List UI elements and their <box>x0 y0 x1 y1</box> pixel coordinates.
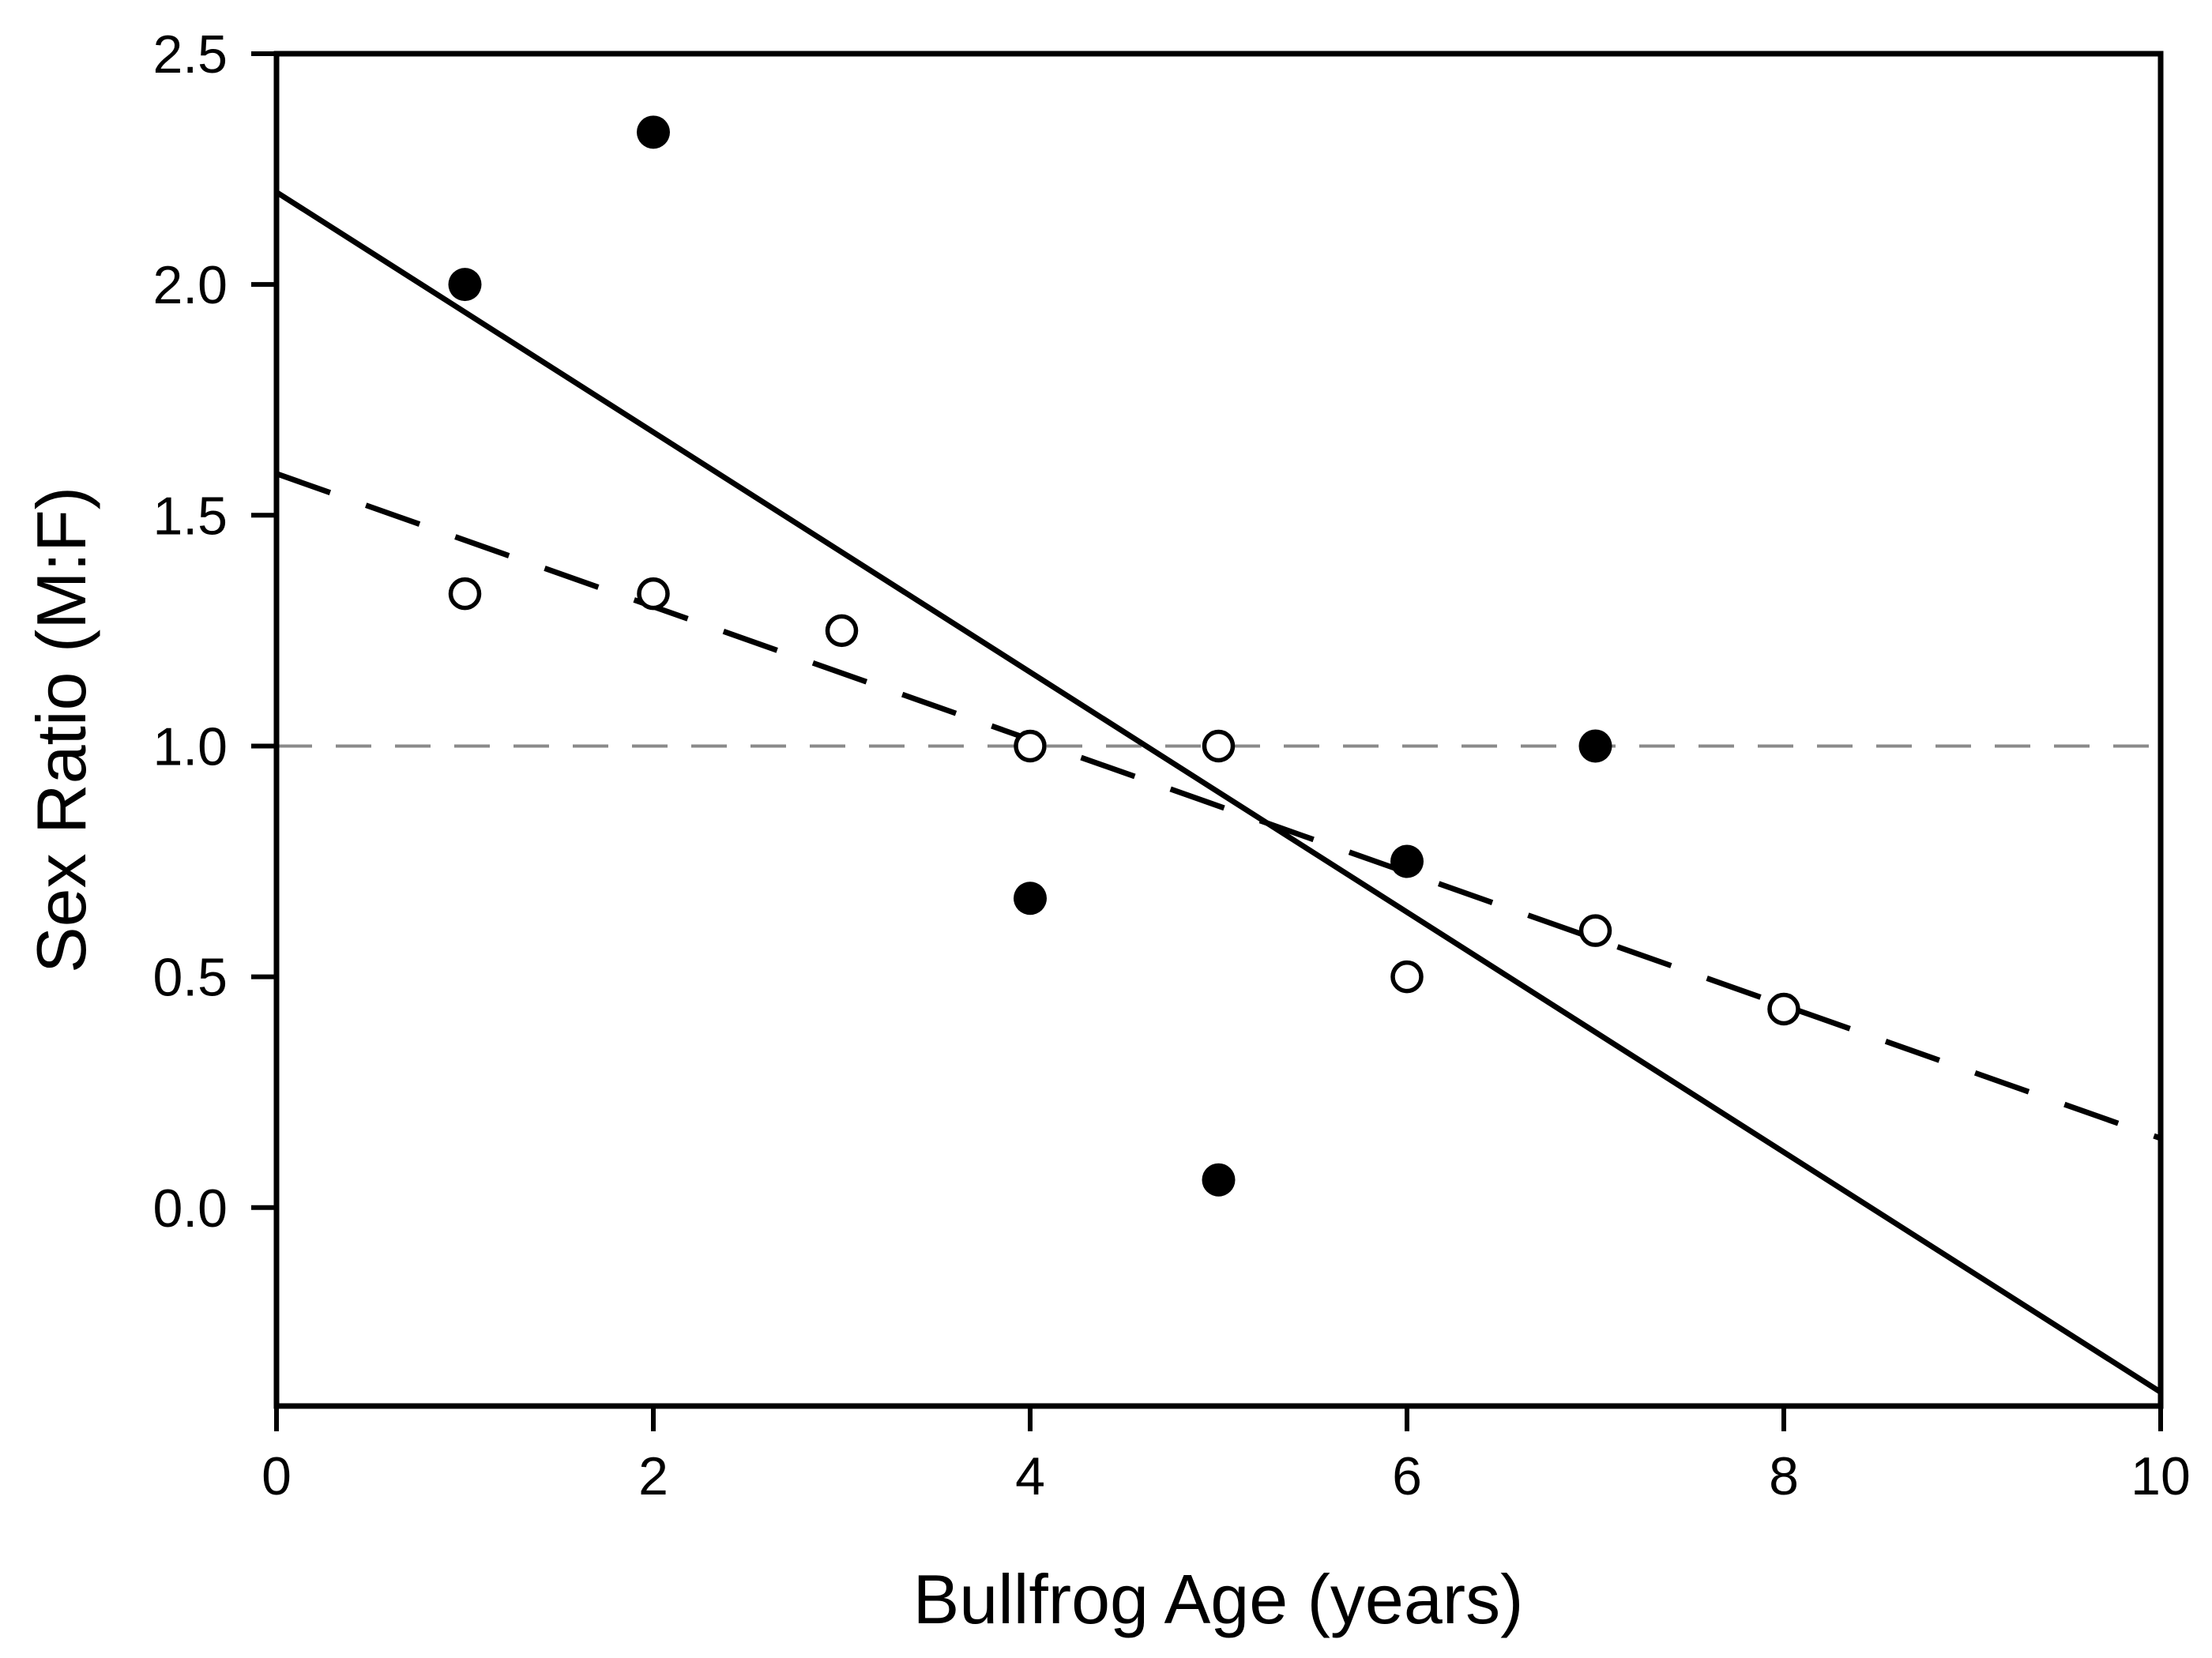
open-data-point <box>825 614 859 648</box>
x-tick-label: 6 <box>1392 1446 1422 1506</box>
open-data-point <box>448 577 482 611</box>
dashed-regression-line <box>275 471 2162 1141</box>
filled-data-point <box>1390 844 1424 878</box>
open-data-point <box>1390 960 1424 994</box>
open-data-point <box>1767 992 1800 1026</box>
y-tick-label: 2.0 <box>152 255 228 315</box>
y-axis-title: Sex Ratio (M:F) <box>22 487 100 973</box>
x-tick-label: 2 <box>638 1446 668 1506</box>
plot-border <box>273 51 2164 1409</box>
x-tick-label: 8 <box>1769 1446 1799 1506</box>
y-tick-label: 2.5 <box>152 24 228 85</box>
filled-data-point <box>1014 882 1047 915</box>
x-tick-label: 10 <box>2131 1446 2191 1506</box>
filled-data-point <box>448 268 482 302</box>
y-tick-label: 0.0 <box>152 1179 228 1239</box>
open-data-point <box>1202 729 1236 763</box>
open-data-point <box>637 577 670 611</box>
filled-data-point <box>1202 1163 1236 1197</box>
filled-data-point <box>1578 729 1612 763</box>
x-tick-label: 4 <box>1015 1446 1045 1506</box>
filled-data-point <box>637 115 670 149</box>
y-tick-label: 0.5 <box>152 948 228 1008</box>
open-data-point <box>1578 914 1612 947</box>
y-tick-label: 1.5 <box>152 486 228 546</box>
x-axis-title: Bullfrog Age (years) <box>913 1560 1524 1638</box>
open-data-point <box>1014 729 1047 763</box>
y-tick-label: 1.0 <box>152 716 228 776</box>
x-tick-label: 0 <box>261 1446 292 1506</box>
solid-regression-line <box>275 190 2162 1395</box>
